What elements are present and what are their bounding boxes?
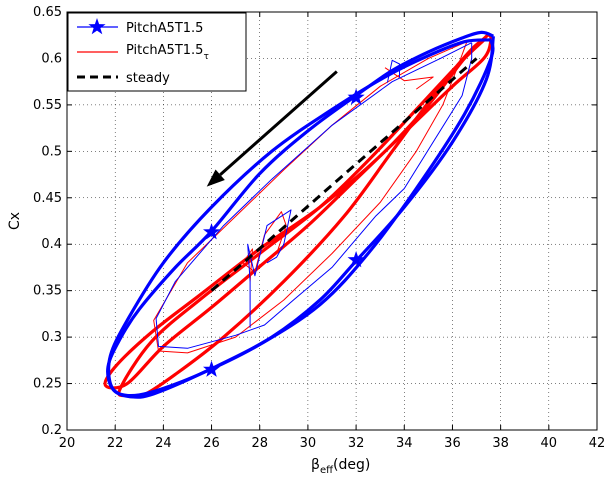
series-layer <box>103 30 495 399</box>
series-1-loop-0 <box>103 33 493 390</box>
axis-ticks: 20 22 24 26 28 30 32 34 36 38 40 42 0.2 0.25 0.3 0.35 0.… <box>33 5 605 451</box>
y-tick-label: 0.5 <box>41 144 62 159</box>
arrow-shaft <box>219 70 338 176</box>
annotation-arrow <box>206 70 338 187</box>
y-axis-label: Cx <box>7 212 23 230</box>
steady-line <box>210 57 478 292</box>
x-tick-label: 22 <box>107 436 124 451</box>
series-0-loop-3 <box>247 209 292 328</box>
x-tick-label: 26 <box>203 436 220 451</box>
x-tick-label: 38 <box>492 436 509 451</box>
x-tick-label: 30 <box>300 436 317 451</box>
x-tick-label: 20 <box>59 436 76 451</box>
series-1-loop-2 <box>153 41 468 354</box>
legend-label-red-sub: τ <box>203 52 208 62</box>
y-tick-label: 0.2 <box>41 423 62 438</box>
legend-label-steady: steady <box>126 71 170 86</box>
legend-star-marker <box>88 18 106 35</box>
series-1-loop-3 <box>242 211 287 282</box>
x-tick-label: 24 <box>155 436 172 451</box>
x-axis-label-sub: eff <box>320 465 334 476</box>
star-marker <box>347 251 365 268</box>
legend-label-blue: PitchA5T1.5 <box>126 21 203 36</box>
x-axis-label-main: β <box>311 457 320 473</box>
y-tick-label: 0.6 <box>41 51 62 66</box>
x-tick-label: 42 <box>589 436 605 451</box>
x-axis-label-unit: (deg) <box>333 457 370 473</box>
series-1-loop-4 <box>384 67 434 90</box>
x-tick-label: 28 <box>251 436 268 451</box>
legend-label-red: PitchA5T1.5τ <box>126 43 209 62</box>
legend: PitchA5T1.5 PitchA5T1.5τ steady <box>67 12 247 92</box>
series-0-loop-1 <box>107 38 495 398</box>
legend-label-red-main: PitchA5T1.5 <box>126 43 203 58</box>
y-tick-label: 0.25 <box>33 377 62 392</box>
y-tick-label: 0.4 <box>41 237 62 252</box>
y-tick-label: 0.65 <box>33 5 62 20</box>
markers-layer <box>203 88 365 377</box>
star-marker <box>203 360 221 377</box>
star-marker <box>203 223 221 240</box>
x-tick-label: 32 <box>348 436 365 451</box>
series-0-group <box>106 30 495 399</box>
y-tick-label: 0.55 <box>33 98 62 113</box>
x-tick-label: 40 <box>541 436 558 451</box>
star-marker <box>347 88 365 105</box>
y-tick-label: 0.35 <box>33 284 62 299</box>
y-tick-label: 0.45 <box>33 191 62 206</box>
x-tick-label: 36 <box>444 436 461 451</box>
x-axis-label: βeff(deg) <box>311 457 370 476</box>
series-0-loop-4 <box>386 59 400 83</box>
y-tick-label: 0.3 <box>41 330 62 345</box>
series-0-loop-2 <box>155 42 473 349</box>
arrow-head <box>206 169 225 187</box>
plot-frame <box>66 11 598 431</box>
x-tick-label: 34 <box>396 436 413 451</box>
